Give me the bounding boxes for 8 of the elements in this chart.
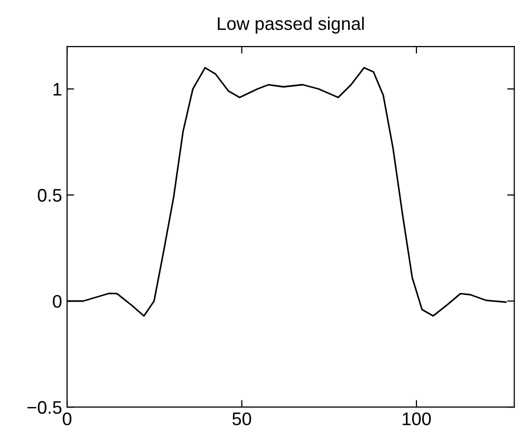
chart-title: Low passed signal bbox=[218, 16, 364, 34]
y-tick-label: 0.5 bbox=[38, 188, 62, 202]
x-tick-label: 100 bbox=[402, 412, 431, 426]
y-tick-label: 0 bbox=[52, 294, 62, 308]
x-tick-label: 0 bbox=[62, 412, 72, 426]
y-tick-label: −0.5 bbox=[27, 401, 62, 414]
x-tick-label: 50 bbox=[232, 412, 252, 426]
y-tick-label: 1 bbox=[54, 83, 62, 96]
